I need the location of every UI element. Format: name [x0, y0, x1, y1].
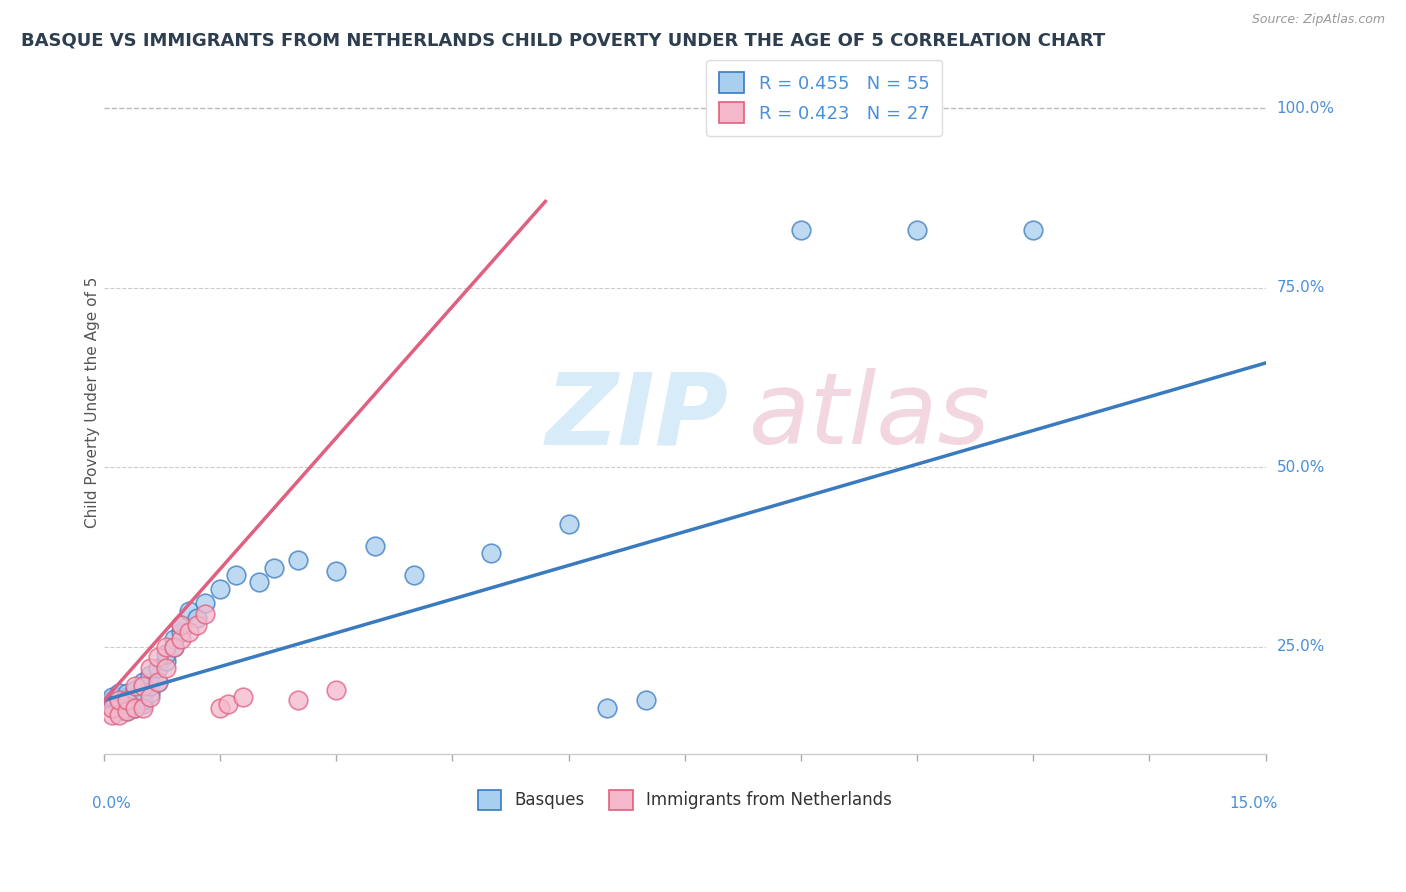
Point — [162, 640, 184, 654]
Text: Source: ZipAtlas.com: Source: ZipAtlas.com — [1251, 13, 1385, 27]
Point — [209, 582, 232, 596]
Point — [194, 607, 217, 622]
Point — [115, 690, 138, 704]
Point — [100, 693, 122, 707]
Point — [155, 654, 177, 668]
Point — [124, 697, 146, 711]
Point — [146, 675, 169, 690]
Point — [139, 690, 162, 704]
Point — [790, 223, 813, 237]
Point — [177, 625, 200, 640]
Point — [162, 632, 184, 647]
Point — [170, 618, 193, 632]
Point — [287, 693, 309, 707]
Text: 50.0%: 50.0% — [1277, 459, 1324, 475]
Point — [186, 611, 208, 625]
Point — [209, 700, 232, 714]
Point — [108, 693, 131, 707]
Text: 15.0%: 15.0% — [1229, 797, 1277, 812]
Point — [131, 693, 153, 707]
Point — [100, 697, 122, 711]
Point — [479, 546, 502, 560]
Point — [124, 690, 146, 704]
Point — [108, 693, 131, 707]
Text: 75.0%: 75.0% — [1277, 280, 1324, 295]
Point — [139, 661, 162, 675]
Point — [108, 686, 131, 700]
Point — [115, 693, 138, 707]
Point — [325, 682, 347, 697]
Point — [557, 517, 579, 532]
Point — [139, 668, 162, 682]
Point — [131, 700, 153, 714]
Point — [155, 647, 177, 661]
Point — [905, 223, 928, 237]
Point — [1022, 223, 1045, 237]
Point — [139, 686, 162, 700]
Point — [124, 693, 146, 707]
Point — [115, 700, 138, 714]
Point — [100, 707, 122, 722]
Point — [287, 553, 309, 567]
Point — [131, 686, 153, 700]
Point — [131, 679, 153, 693]
Point — [131, 690, 153, 704]
Text: BASQUE VS IMMIGRANTS FROM NETHERLANDS CHILD POVERTY UNDER THE AGE OF 5 CORRELATI: BASQUE VS IMMIGRANTS FROM NETHERLANDS CH… — [21, 31, 1105, 49]
Point — [170, 632, 193, 647]
Text: ZIP: ZIP — [546, 368, 728, 465]
Point — [124, 682, 146, 697]
Point — [146, 675, 169, 690]
Point — [194, 597, 217, 611]
Point — [131, 697, 153, 711]
Point — [124, 679, 146, 693]
Point — [596, 700, 619, 714]
Point — [115, 704, 138, 718]
Point — [402, 567, 425, 582]
Point — [100, 700, 122, 714]
Point — [325, 564, 347, 578]
Point — [108, 707, 131, 722]
Text: 100.0%: 100.0% — [1277, 101, 1334, 116]
Point — [186, 618, 208, 632]
Point — [100, 690, 122, 704]
Point — [108, 700, 131, 714]
Point — [364, 539, 387, 553]
Point — [146, 650, 169, 665]
Point — [115, 693, 138, 707]
Point — [146, 661, 169, 675]
Point — [634, 693, 657, 707]
Point — [170, 618, 193, 632]
Point — [177, 604, 200, 618]
Text: 25.0%: 25.0% — [1277, 639, 1324, 654]
Point — [247, 574, 270, 589]
Text: 0.0%: 0.0% — [93, 797, 131, 812]
Point — [108, 704, 131, 718]
Y-axis label: Child Poverty Under the Age of 5: Child Poverty Under the Age of 5 — [86, 277, 100, 528]
Point — [108, 690, 131, 704]
Text: atlas: atlas — [748, 368, 990, 465]
Point — [115, 686, 138, 700]
Point — [115, 704, 138, 718]
Point — [217, 697, 239, 711]
Point — [131, 675, 153, 690]
Point — [155, 661, 177, 675]
Point — [108, 697, 131, 711]
Point — [115, 697, 138, 711]
Point — [155, 640, 177, 654]
Legend: Basques, Immigrants from Netherlands: Basques, Immigrants from Netherlands — [471, 784, 898, 816]
Point — [139, 679, 162, 693]
Point — [124, 700, 146, 714]
Point — [162, 640, 184, 654]
Point — [232, 690, 254, 704]
Point — [124, 700, 146, 714]
Point — [225, 567, 247, 582]
Point — [100, 700, 122, 714]
Point — [170, 625, 193, 640]
Point — [263, 560, 285, 574]
